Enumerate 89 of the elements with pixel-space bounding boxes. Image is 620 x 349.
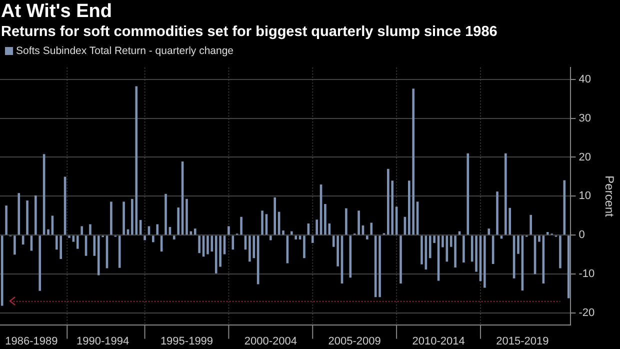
y-axis-title: Percent [602, 176, 616, 218]
bar [462, 236, 465, 262]
bar [311, 236, 314, 243]
y-tick-label: -20 [578, 307, 595, 320]
chart-title: At Wit's End [0, 0, 113, 23]
bar [0, 236, 4, 306]
bar [517, 236, 520, 254]
bar [349, 236, 352, 278]
bar [34, 195, 37, 235]
bar [172, 236, 176, 240]
bar [60, 236, 62, 259]
bar [198, 236, 200, 254]
bar [496, 192, 498, 235]
y-tick-label: 30 [578, 112, 591, 124]
bar [110, 202, 112, 235]
bar [194, 228, 196, 235]
bar [336, 236, 339, 266]
bar [152, 236, 154, 242]
bar [26, 200, 28, 235]
bar [504, 153, 507, 235]
bar [135, 86, 138, 235]
y-tick-label: -10 [578, 268, 595, 280]
bar [144, 236, 146, 240]
y-tick-label: 40 [578, 73, 591, 86]
bar [156, 224, 159, 235]
bar [345, 208, 348, 235]
bar [530, 214, 532, 235]
x-tick-label: 2010-2014 [412, 335, 465, 348]
y-tick-label: 0 [578, 229, 585, 242]
y-tick-label: 20 [578, 151, 591, 164]
bar [97, 236, 100, 276]
bar [420, 236, 423, 264]
x-tick-label: 1986-1989 [5, 335, 58, 348]
bar [358, 210, 360, 235]
bar [475, 236, 478, 272]
bar [290, 231, 293, 235]
bar [270, 236, 272, 240]
bar [164, 194, 167, 235]
bar [282, 230, 284, 235]
bar [76, 236, 79, 249]
bar [232, 236, 234, 250]
bar [248, 236, 251, 262]
bar [72, 236, 75, 242]
x-tick-label: 2005-2009 [328, 335, 381, 348]
bar [442, 236, 444, 248]
bar [228, 226, 230, 235]
x-tick-label: 1995-1999 [160, 335, 214, 348]
bar [89, 224, 92, 235]
bar [5, 206, 8, 235]
bar [370, 222, 373, 235]
bar [428, 236, 432, 258]
bar [240, 216, 242, 235]
bar [274, 197, 276, 235]
x-tick-label: 2015-2019 [496, 335, 549, 348]
bar [206, 236, 209, 254]
bar [47, 229, 50, 235]
bar [186, 198, 188, 235]
bar [412, 88, 414, 235]
bar [466, 153, 470, 235]
bar [538, 236, 540, 242]
bar [400, 236, 402, 284]
bar [559, 236, 562, 268]
bar [378, 236, 381, 298]
bar [454, 236, 456, 268]
bar [488, 228, 490, 235]
bar [298, 236, 302, 240]
bar [366, 236, 368, 240]
chart-subtitle: Returns for soft commodities set for biggest quarterly slump since 1986 [0, 23, 498, 41]
bar [567, 236, 570, 298]
x-tick-label: 1990-1994 [76, 335, 130, 348]
bar [122, 202, 125, 235]
bar [387, 168, 390, 235]
x-tick-label: 2000-2004 [244, 335, 297, 348]
bar [484, 236, 486, 288]
bar [18, 193, 20, 235]
bar [252, 236, 256, 258]
bar [303, 236, 306, 258]
y-tick-label: 10 [578, 190, 591, 202]
bar [38, 236, 42, 291]
bar [14, 236, 16, 255]
bar [294, 236, 297, 240]
legend-label: Softs Subindex Total Return - quarterly change [16, 45, 234, 57]
bar [324, 204, 326, 235]
bar [214, 236, 218, 274]
bar [261, 210, 264, 235]
bar [316, 220, 318, 235]
bar [177, 208, 180, 235]
bar [80, 226, 83, 235]
bar [546, 232, 549, 235]
